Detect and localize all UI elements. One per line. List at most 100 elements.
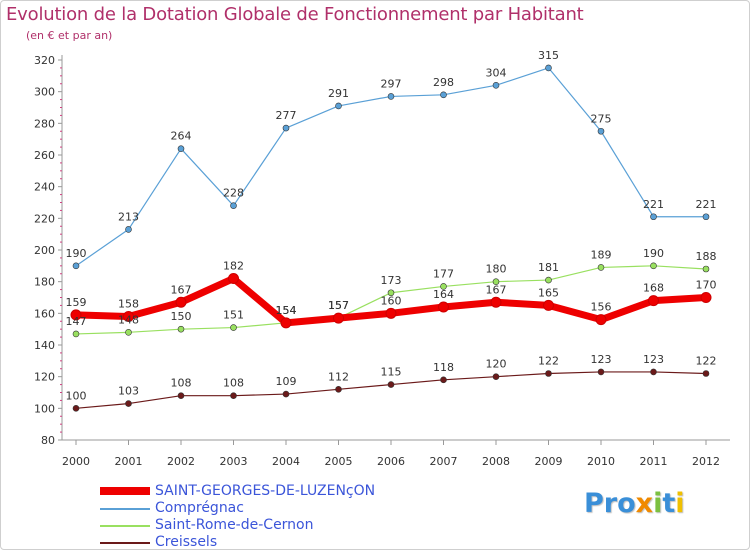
x-tick-label: 2004 [272, 455, 300, 468]
logo-part: t [662, 488, 676, 519]
data-label: 189 [591, 248, 612, 261]
data-label: 315 [538, 49, 559, 62]
data-point [492, 82, 500, 89]
y-tick-label: 240 [34, 181, 55, 194]
data-label: 123 [643, 353, 664, 366]
data-label: 181 [538, 261, 559, 274]
data-label: 158 [118, 298, 139, 311]
data-label: 154 [276, 304, 297, 317]
data-point [230, 392, 237, 399]
x-tick-label: 2005 [325, 455, 353, 468]
data-point [333, 312, 344, 324]
y-tick-label: 300 [34, 86, 55, 99]
data-point [387, 381, 395, 388]
data-label: 164 [433, 288, 454, 301]
data-label: 159 [66, 296, 87, 309]
legend-label: Comprégnac [155, 500, 244, 516]
x-tick-label: 2008 [482, 455, 510, 468]
chart-title: Evolution de la Dotation Globale de Fonc… [6, 4, 584, 25]
y-tick-label: 120 [34, 371, 55, 384]
data-label: 150 [171, 310, 192, 323]
data-label: 108 [171, 377, 192, 390]
data-label: 120 [486, 358, 507, 371]
x-tick-label: 2001 [115, 455, 143, 468]
data-point [125, 329, 132, 336]
legend-label: Creissels [155, 534, 218, 550]
x-tick-label: 2012 [692, 455, 720, 468]
data-label: 123 [591, 353, 612, 366]
y-tick-label: 100 [34, 402, 55, 415]
logo-part: i [675, 488, 685, 519]
data-label: 109 [276, 375, 297, 388]
y-tick-label: 260 [34, 149, 55, 162]
data-label: 177 [433, 267, 454, 280]
data-point [543, 299, 554, 311]
data-point [72, 330, 80, 338]
data-label: 188 [696, 250, 717, 263]
data-label: 180 [486, 263, 507, 276]
data-point [387, 93, 395, 100]
data-point [702, 265, 710, 273]
x-tick-label: 2006 [377, 455, 405, 468]
data-label: 298 [433, 76, 454, 89]
data-label: 221 [643, 198, 664, 211]
data-label: 168 [643, 282, 664, 295]
logo-part: Pro [584, 488, 636, 519]
data-label: 115 [381, 366, 402, 379]
data-label: 291 [328, 87, 349, 100]
x-tick-label: 2011 [640, 455, 668, 468]
data-label: 167 [171, 283, 192, 296]
data-label: 160 [381, 294, 402, 307]
data-point [387, 289, 395, 297]
data-point [440, 376, 447, 384]
data-label: 304 [486, 66, 507, 79]
data-label: 213 [118, 210, 139, 223]
series-layer [70, 64, 712, 412]
data-point [228, 273, 239, 284]
x-tick-label: 2000 [62, 455, 90, 468]
data-point [385, 307, 397, 319]
y-tick-label: 180 [34, 276, 55, 289]
data-label: 154 [276, 304, 297, 317]
legend-swatch [100, 525, 150, 527]
data-point [597, 368, 605, 376]
y-tick-label: 220 [34, 212, 55, 225]
y-tick-label: 160 [34, 307, 55, 320]
data-point [702, 213, 710, 221]
data-point [648, 295, 659, 307]
x-tick-label: 2010 [587, 455, 615, 468]
data-point [125, 226, 132, 233]
proxiti-logo: Proxiti [584, 488, 685, 519]
data-point [650, 213, 657, 221]
data-label: 173 [381, 274, 402, 287]
data-label: 122 [696, 355, 717, 368]
data-point [700, 292, 712, 303]
data-label: 103 [118, 385, 139, 398]
data-label: 221 [696, 198, 717, 211]
logo-part: x [635, 488, 654, 519]
data-point [702, 370, 710, 377]
data-point [230, 324, 237, 331]
data-point [492, 373, 500, 380]
data-point [597, 264, 605, 271]
legend-label: Saint-Rome-de-Cernon [155, 517, 314, 533]
data-point [440, 91, 447, 99]
data-point [72, 262, 80, 270]
data-label: 228 [223, 187, 244, 200]
y-tick-label: 140 [34, 339, 55, 352]
data-point [545, 64, 552, 72]
data-label: 264 [171, 130, 192, 143]
data-label: 275 [591, 112, 612, 125]
data-label: 157 [328, 299, 349, 312]
y-tick-label: 80 [41, 434, 55, 447]
data-point [177, 145, 185, 152]
data-label: 157 [328, 299, 349, 312]
data-point [650, 368, 657, 376]
data-label: 118 [433, 361, 454, 374]
data-point [335, 102, 342, 110]
data-point [72, 405, 80, 412]
data-point [230, 202, 237, 209]
data-label: 190 [66, 247, 87, 260]
data-point [177, 392, 185, 399]
data-label: 167 [486, 283, 507, 296]
